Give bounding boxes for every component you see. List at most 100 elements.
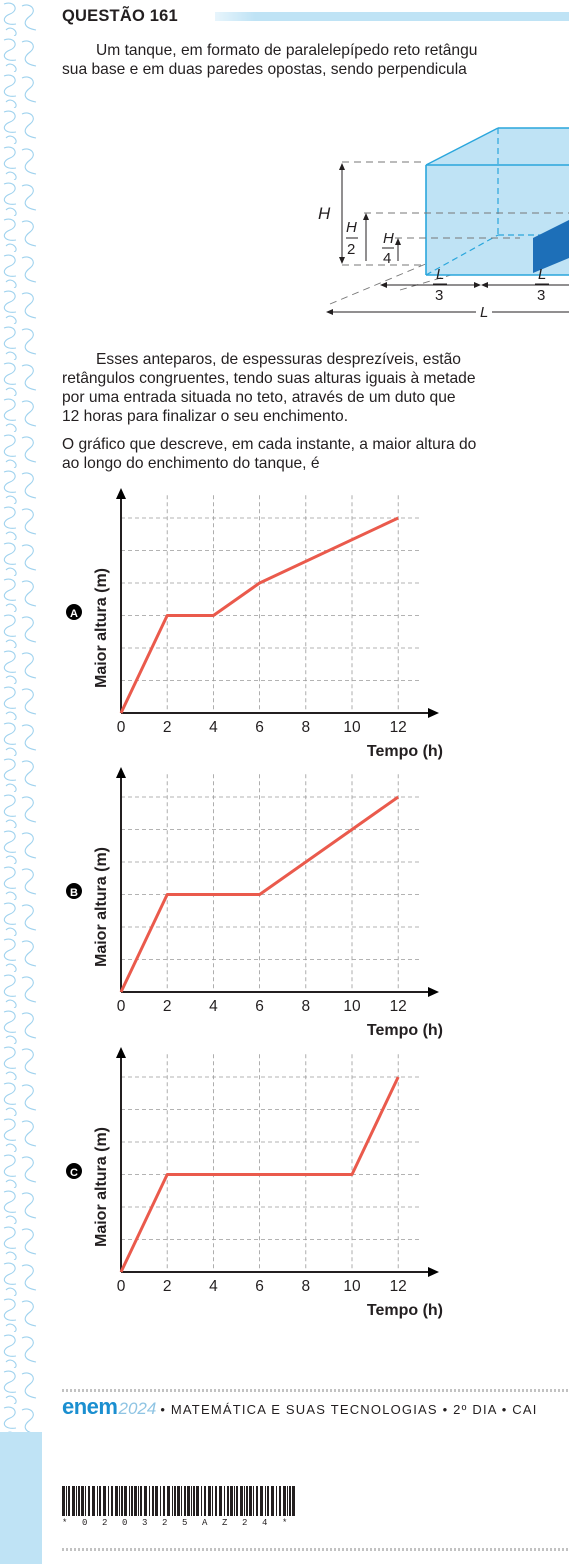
- x-axis-label: Tempo (h): [367, 1302, 443, 1319]
- barcode-bar: [66, 1486, 67, 1516]
- option-letter: B: [70, 887, 78, 899]
- x-tick-label: 12: [390, 1278, 407, 1295]
- L3-denominator-2: 3: [537, 287, 545, 304]
- x-tick-label: 4: [209, 719, 218, 736]
- y-axis-arrowhead: [116, 767, 126, 778]
- floor-guide-left: [329, 257, 441, 305]
- barcode-bar: [244, 1486, 245, 1516]
- barcode-bar: [111, 1486, 113, 1516]
- H-arrowhead-up: [339, 163, 345, 170]
- footer-bottom-dotted-line: [62, 1548, 569, 1551]
- barcode-bar: [97, 1486, 98, 1516]
- tank-figure: H H 2 H 4 L 3 L 3 L: [318, 127, 569, 321]
- barcode-bar: [292, 1486, 295, 1516]
- paragraph1-line1: Um tanque, em formato de paralelepípedo …: [96, 42, 478, 59]
- x-tick-label: 2: [163, 998, 172, 1015]
- barcode-bar: [212, 1486, 213, 1516]
- barcode-bar: [276, 1486, 277, 1516]
- footer-subject: • MATEMÁTICA E SUAS TECNOLOGIAS • 2º DIA…: [160, 1402, 538, 1417]
- barcode-bar: [138, 1486, 139, 1516]
- answer-charts: 0 2 4 6 8 10 12 Tempo (h) Maior altura (m) A 0 2 4 6 8…: [66, 488, 443, 1319]
- barcode-bar: [108, 1486, 109, 1516]
- barcode-bar: [181, 1486, 182, 1516]
- L3-numerator-1: L: [436, 266, 444, 283]
- question-title: QUESTÃO 161: [62, 7, 178, 25]
- barcode-bar: [191, 1486, 192, 1516]
- x-tick-label: 10: [343, 998, 361, 1015]
- series-line: [119, 795, 400, 993]
- L3-dim-1-arrow-l: [380, 282, 387, 288]
- margin-decoration: [0, 0, 42, 1564]
- barcode-bar: [208, 1486, 211, 1516]
- x-tick-label: 8: [301, 1278, 310, 1295]
- barcode-bar: [253, 1486, 254, 1516]
- y-axis-label: Maior altura (m): [93, 1127, 110, 1247]
- barcode-bar: [152, 1486, 154, 1516]
- option-letter: C: [70, 1167, 78, 1179]
- y-axis-arrowhead: [116, 1047, 126, 1058]
- paragraph1-line2: sua base e em duas paredes opostas, send…: [62, 61, 467, 78]
- option-badge: [66, 1163, 82, 1179]
- x-tick-label: 6: [255, 719, 264, 736]
- x-tick-label: 10: [343, 1278, 361, 1295]
- barcode-bar: [131, 1486, 133, 1516]
- H4-numerator: H: [383, 230, 394, 247]
- barcode-digits: * 0 2 0 3 2 5 A Z 2 4 *: [62, 1518, 293, 1528]
- barcode-bar: [129, 1486, 130, 1516]
- x-tick-label: 6: [255, 998, 264, 1015]
- x-tick-label: 0: [117, 1278, 126, 1295]
- barcode-bar: [115, 1486, 118, 1516]
- paragraph2-line3: por uma entrada situada no teto, através…: [62, 389, 456, 406]
- barcode-bar: [140, 1486, 142, 1516]
- barcode-bar: [271, 1486, 274, 1516]
- L3-denominator-1: 3: [435, 287, 443, 304]
- paragraph3-line2: ao longo do enchimento do tanque, é: [62, 455, 320, 472]
- H2-arrowhead: [363, 213, 369, 220]
- H-arrowhead-down: [339, 257, 345, 264]
- x-axis-arrowhead: [428, 1267, 439, 1277]
- barcode-bar: [81, 1486, 84, 1516]
- question-title-bar: [215, 12, 569, 21]
- paragraph2-line2: retângulos congruentes, tendo suas altur…: [62, 370, 476, 387]
- x-tick-label: 4: [209, 998, 218, 1015]
- x-axis-label: Tempo (h): [367, 743, 443, 760]
- footer-dotted-line: [62, 1389, 569, 1392]
- barcode-bar: [187, 1486, 190, 1516]
- barcode-bar: [184, 1486, 186, 1516]
- barcode-bar: [134, 1486, 137, 1516]
- y-axis-arrowhead: [116, 488, 126, 499]
- L3-dim-2-arrow-l: [481, 282, 488, 288]
- chart-option-c: 0 2 4 6 8 10 12 Tempo (h) Maior altura (m) C: [66, 1047, 443, 1319]
- barcode-bar: [99, 1486, 101, 1516]
- option-badge: [66, 604, 82, 620]
- barcode-bar: [167, 1486, 170, 1516]
- barcode-bar: [119, 1486, 120, 1516]
- x-tick-label: 4: [209, 1278, 218, 1295]
- barcode-bar: [279, 1486, 281, 1516]
- barcode-bar: [227, 1486, 229, 1516]
- L-dim-arrow: [326, 309, 333, 315]
- barcode-bar: [103, 1486, 106, 1516]
- barcode-bar: [174, 1486, 176, 1516]
- barcode-bar: [204, 1486, 206, 1516]
- x-tick-label: 8: [301, 719, 310, 736]
- barcode-bar: [144, 1486, 147, 1516]
- barcode-bar: [62, 1486, 65, 1516]
- H4-arrowhead: [395, 238, 401, 245]
- y-axis-label: Maior altura (m): [93, 568, 110, 688]
- barcode-bar: [172, 1486, 173, 1516]
- barcode-bar: [240, 1486, 243, 1516]
- barcode-bar: [76, 1486, 77, 1516]
- tank-hidden-diagonal: [425, 234, 499, 276]
- x-axis-arrowhead: [428, 708, 439, 718]
- x-tick-label: 10: [343, 719, 361, 736]
- barcode-bar: [219, 1486, 222, 1516]
- x-tick-label: 12: [390, 719, 407, 736]
- barcode-bar: [224, 1486, 225, 1516]
- L3-dim-1-arrow-r: [474, 282, 481, 288]
- barcode-bar: [68, 1486, 70, 1516]
- chart-option-b: 0 2 4 6 8 10 12 Tempo (h) Maior altura (m) B: [66, 767, 443, 1039]
- x-tick-label: 0: [117, 719, 126, 736]
- question-title-bar-fade: [215, 12, 255, 21]
- barcode-bar: [246, 1486, 248, 1516]
